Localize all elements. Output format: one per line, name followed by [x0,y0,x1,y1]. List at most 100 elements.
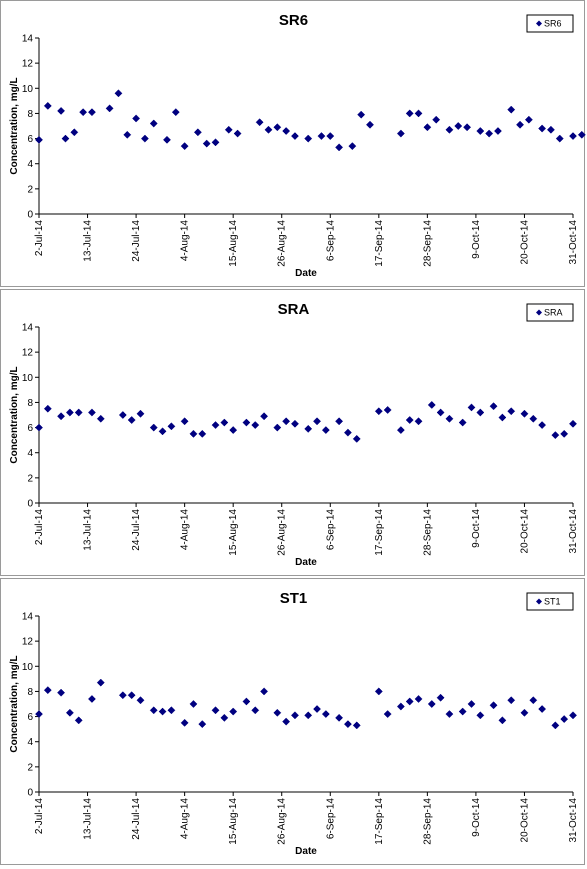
x-tick-label: 15-Aug-14 [228,509,239,556]
data-point [149,119,158,128]
data-point [242,418,251,427]
data-point [529,414,538,423]
x-tick-label: 13-Jul-14 [83,798,94,840]
x-tick-label: 28-Sep-14 [422,509,433,556]
data-point [551,431,560,440]
data-point [251,706,260,715]
chart-svg-st1: ST1 0 2 4 6 8 10 12 14 2-Jul-14 13-Jul-14 24-Jul-14… [9,590,579,857]
chart-panel-sra: SRA 0 2 4 6 8 10 12 14 2-Jul-14 13-Jul-14 24-Jul-14… [0,289,585,576]
data-point [35,135,43,144]
data-point [229,426,238,435]
data-point [436,408,445,417]
data-point [396,129,405,138]
y-tick-label: 8 [27,398,33,409]
data-point [180,142,189,151]
data-point [189,429,198,438]
x-tick-label: 15-Aug-14 [228,798,239,845]
x-tick-label: 28-Sep-14 [422,798,433,845]
data-point [65,408,74,417]
data-point [414,109,423,118]
x-tick-label: 17-Sep-14 [374,798,385,845]
y-tick-label: 0 [27,499,33,510]
data-point [348,142,357,151]
y-tick-label: 2 [27,762,33,773]
y-tick-label: 0 [27,210,33,221]
data-point [35,423,43,432]
data-point [88,695,96,703]
data-point [114,89,123,98]
chart-title: SRA [278,301,310,318]
data-point [326,132,335,141]
data-point [74,716,83,725]
data-point [555,134,564,143]
data-point [57,412,66,421]
data-point [366,120,374,129]
x-tick-label: 17-Sep-14 [374,509,385,556]
y-tick-label: 2 [27,473,33,484]
data-point [229,707,238,716]
data-point [211,706,220,715]
x-tick-label: 20-Oct-14 [519,220,530,265]
data-point [335,713,344,722]
data-point [436,693,445,702]
data-point [282,417,291,426]
data-point [569,711,577,720]
chart-panel-st1: ST1 0 2 4 6 8 10 12 14 2-Jul-14 13-Jul-14 24-Jul-14… [0,578,585,865]
y-tick-label: 6 [27,712,33,723]
data-point [427,700,436,708]
data-point [569,419,577,428]
data-point [158,427,167,436]
chart-svg-sra: SRA 0 2 4 6 8 10 12 14 2-Jul-14 13-Jul-14 24-Jul-14… [9,301,579,568]
data-point [65,708,74,717]
data-point [498,413,507,422]
data-point [458,707,467,716]
data-point [343,428,352,437]
data-point [96,414,105,423]
data-point [291,419,299,428]
data-point [476,711,485,720]
data-point [560,715,569,724]
legend-marker [536,309,542,316]
x-tick-label: 28-Sep-14 [422,220,433,267]
data-point [149,423,158,432]
data-point [405,109,414,118]
legend-label: SRA [544,308,563,318]
data-point [546,125,555,134]
data-point [167,422,176,431]
x-tick-label: 24-Jul-14 [131,798,142,840]
x-tick-label: 13-Jul-14 [83,509,94,551]
x-tick-label: 6-Sep-14 [325,220,336,262]
x-tick-label: 4-Aug-14 [180,798,191,840]
data-point [498,716,507,725]
data-point [524,115,533,124]
data-point [273,423,282,432]
data-point [427,400,436,409]
y-tick-label: 2 [27,184,33,195]
data-point [489,402,498,411]
y-tick-label: 14 [22,34,34,45]
chart-title: SR6 [279,12,308,29]
x-tick-label: 17-Sep-14 [374,220,385,267]
x-axis-title: Date [295,557,317,568]
data-point [61,134,70,143]
legend-marker [536,20,542,27]
data-point [70,128,79,137]
data-point [163,135,171,144]
data-point [538,421,547,430]
data-point [211,138,220,147]
data-point [577,130,586,139]
data-point [304,711,313,720]
x-tick-label: 9-Oct-14 [471,509,482,548]
data-point [189,700,198,708]
data-point [321,426,330,435]
y-tick-label: 4 [27,737,33,748]
data-point [321,710,330,719]
data-point [352,434,361,443]
x-tick-label: 31-Oct-14 [568,798,579,843]
y-tick-label: 6 [27,134,33,145]
data-point [220,418,229,427]
data-point [193,128,202,137]
data-point [233,129,242,138]
data-point [414,695,423,703]
